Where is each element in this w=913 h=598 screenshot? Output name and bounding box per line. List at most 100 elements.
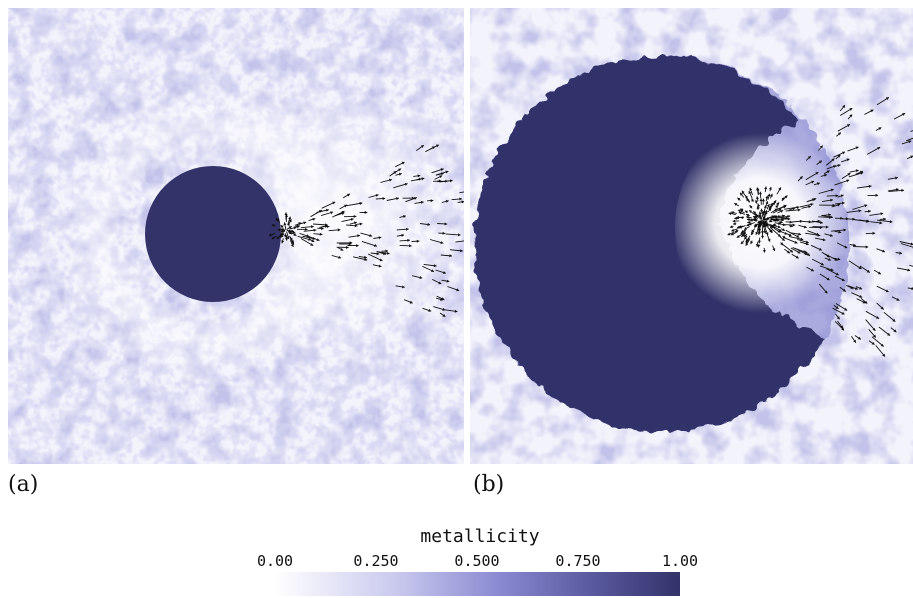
velocity-arrowhead — [727, 232, 731, 236]
velocity-arrowhead — [805, 242, 809, 246]
velocity-arrowhead — [770, 217, 774, 221]
velocity-arrowhead — [740, 231, 744, 234]
velocity-arrowhead — [806, 253, 810, 256]
velocity-arrowhead — [402, 285, 405, 289]
velocity-arrowhead — [286, 222, 290, 226]
velocity-arrowhead — [417, 174, 421, 178]
velocity-arrowhead — [864, 204, 868, 208]
velocity-arrowhead — [826, 254, 830, 258]
velocity-arrowhead — [285, 237, 289, 241]
velocity-arrowhead — [842, 151, 845, 155]
velocity-arrowhead — [872, 327, 876, 331]
velocity-arrowhead — [276, 236, 280, 240]
velocity-arrowhead — [341, 211, 345, 214]
velocity-arrowhead — [310, 243, 314, 246]
velocity-arrowhead — [792, 207, 796, 211]
velocity-arrowhead — [283, 222, 287, 226]
velocity-arrowhead — [841, 327, 845, 331]
velocity-arrowhead — [896, 297, 900, 301]
velocity-arrowhead — [749, 210, 752, 213]
velocity-arrowhead — [871, 341, 875, 345]
velocity-arrowhead — [822, 238, 826, 242]
velocity-arrowhead — [901, 188, 904, 192]
velocity-arrowhead — [732, 219, 736, 223]
velocity-arrowhead — [421, 177, 425, 181]
velocity-arrowhead — [830, 188, 834, 192]
velocity-arrowhead — [753, 215, 756, 219]
velocity-arrowhead — [882, 249, 885, 253]
velocity-arrowhead — [880, 306, 884, 310]
velocity-arrowhead — [837, 203, 841, 207]
colorbar-gradient — [275, 572, 680, 596]
velocity-arrowhead — [431, 269, 434, 272]
velocity-arrowhead — [877, 271, 881, 275]
velocity-arrowhead — [889, 220, 893, 224]
velocity-arrowhead — [865, 245, 869, 249]
velocity-arrowhead — [346, 193, 350, 197]
panel-b-image — [470, 8, 913, 464]
velocity-arrowhead — [756, 206, 760, 210]
velocity-arrowhead — [760, 208, 764, 212]
velocity-arrowhead — [893, 329, 897, 333]
velocity-arrowhead — [803, 225, 807, 229]
velocity-arrowhead — [379, 258, 383, 262]
velocity-arrowhead — [835, 306, 839, 309]
velocity-arrowhead — [285, 214, 289, 217]
panel-a-metal-rich-bubble — [145, 166, 281, 302]
velocity-arrowhead — [378, 264, 382, 268]
velocity-arrowhead — [738, 225, 742, 229]
velocity-arrowhead — [359, 222, 363, 226]
velocity-arrowhead — [834, 258, 838, 261]
velocity-arrowhead — [790, 249, 793, 253]
velocity-arrowhead — [758, 191, 762, 195]
velocity-arrowhead — [740, 192, 743, 196]
velocity-arrowhead — [733, 222, 736, 226]
velocity-arrow — [900, 243, 913, 248]
velocity-arrowhead — [420, 200, 424, 204]
velocity-arrowhead — [837, 155, 841, 158]
velocity-arrowhead — [830, 268, 834, 272]
velocity-arrowhead — [268, 233, 272, 237]
velocity-arrowhead — [899, 251, 902, 255]
velocity-arrowhead — [318, 210, 322, 213]
colorbar-tick: 0.750 — [555, 552, 601, 570]
velocity-arrowhead — [740, 216, 744, 220]
velocity-arrowhead — [777, 229, 781, 233]
velocity-arrowhead — [326, 225, 330, 229]
velocity-arrowhead — [357, 234, 360, 238]
velocity-arrowhead — [271, 224, 275, 227]
velocity-arrowhead — [348, 242, 352, 246]
velocity-arrowhead — [875, 193, 879, 197]
velocity-arrowhead — [841, 311, 845, 315]
velocity-arrowhead — [747, 220, 751, 224]
velocity-arrowhead — [753, 211, 757, 215]
velocity-arrowhead — [843, 228, 847, 232]
velocity-arrowhead — [842, 105, 845, 109]
velocity-arrowhead — [409, 244, 412, 248]
velocity-arrowhead — [797, 208, 801, 212]
velocity-arrowhead — [458, 233, 461, 237]
velocity-arrowhead — [745, 195, 749, 199]
velocity-arrowhead — [840, 325, 844, 329]
velocity-arrowhead — [780, 220, 783, 224]
velocity-arrowhead — [446, 279, 450, 283]
velocity-arrowhead — [766, 204, 770, 208]
velocity-arrowhead — [820, 220, 823, 224]
velocity-arrowhead — [748, 222, 752, 226]
velocity-arrowhead — [775, 218, 779, 222]
velocity-arrowhead — [781, 238, 785, 241]
velocity-arrowhead — [374, 244, 377, 247]
velocity-arrowhead — [771, 215, 775, 219]
velocity-arrowhead — [344, 204, 348, 208]
velocity-arrowhead — [769, 229, 773, 233]
velocity-arrowhead — [288, 219, 292, 223]
velocity-arrowhead — [870, 109, 874, 113]
velocity-arrowhead — [353, 221, 357, 225]
velocity-arrowhead — [835, 194, 839, 198]
velocity-arrowhead — [835, 272, 839, 276]
velocity-arrowhead — [442, 231, 446, 235]
velocity-arrowhead — [406, 227, 409, 231]
velocity-arrowhead — [341, 212, 345, 216]
velocity-arrowhead — [892, 318, 896, 322]
velocity-arrowhead — [804, 250, 808, 254]
